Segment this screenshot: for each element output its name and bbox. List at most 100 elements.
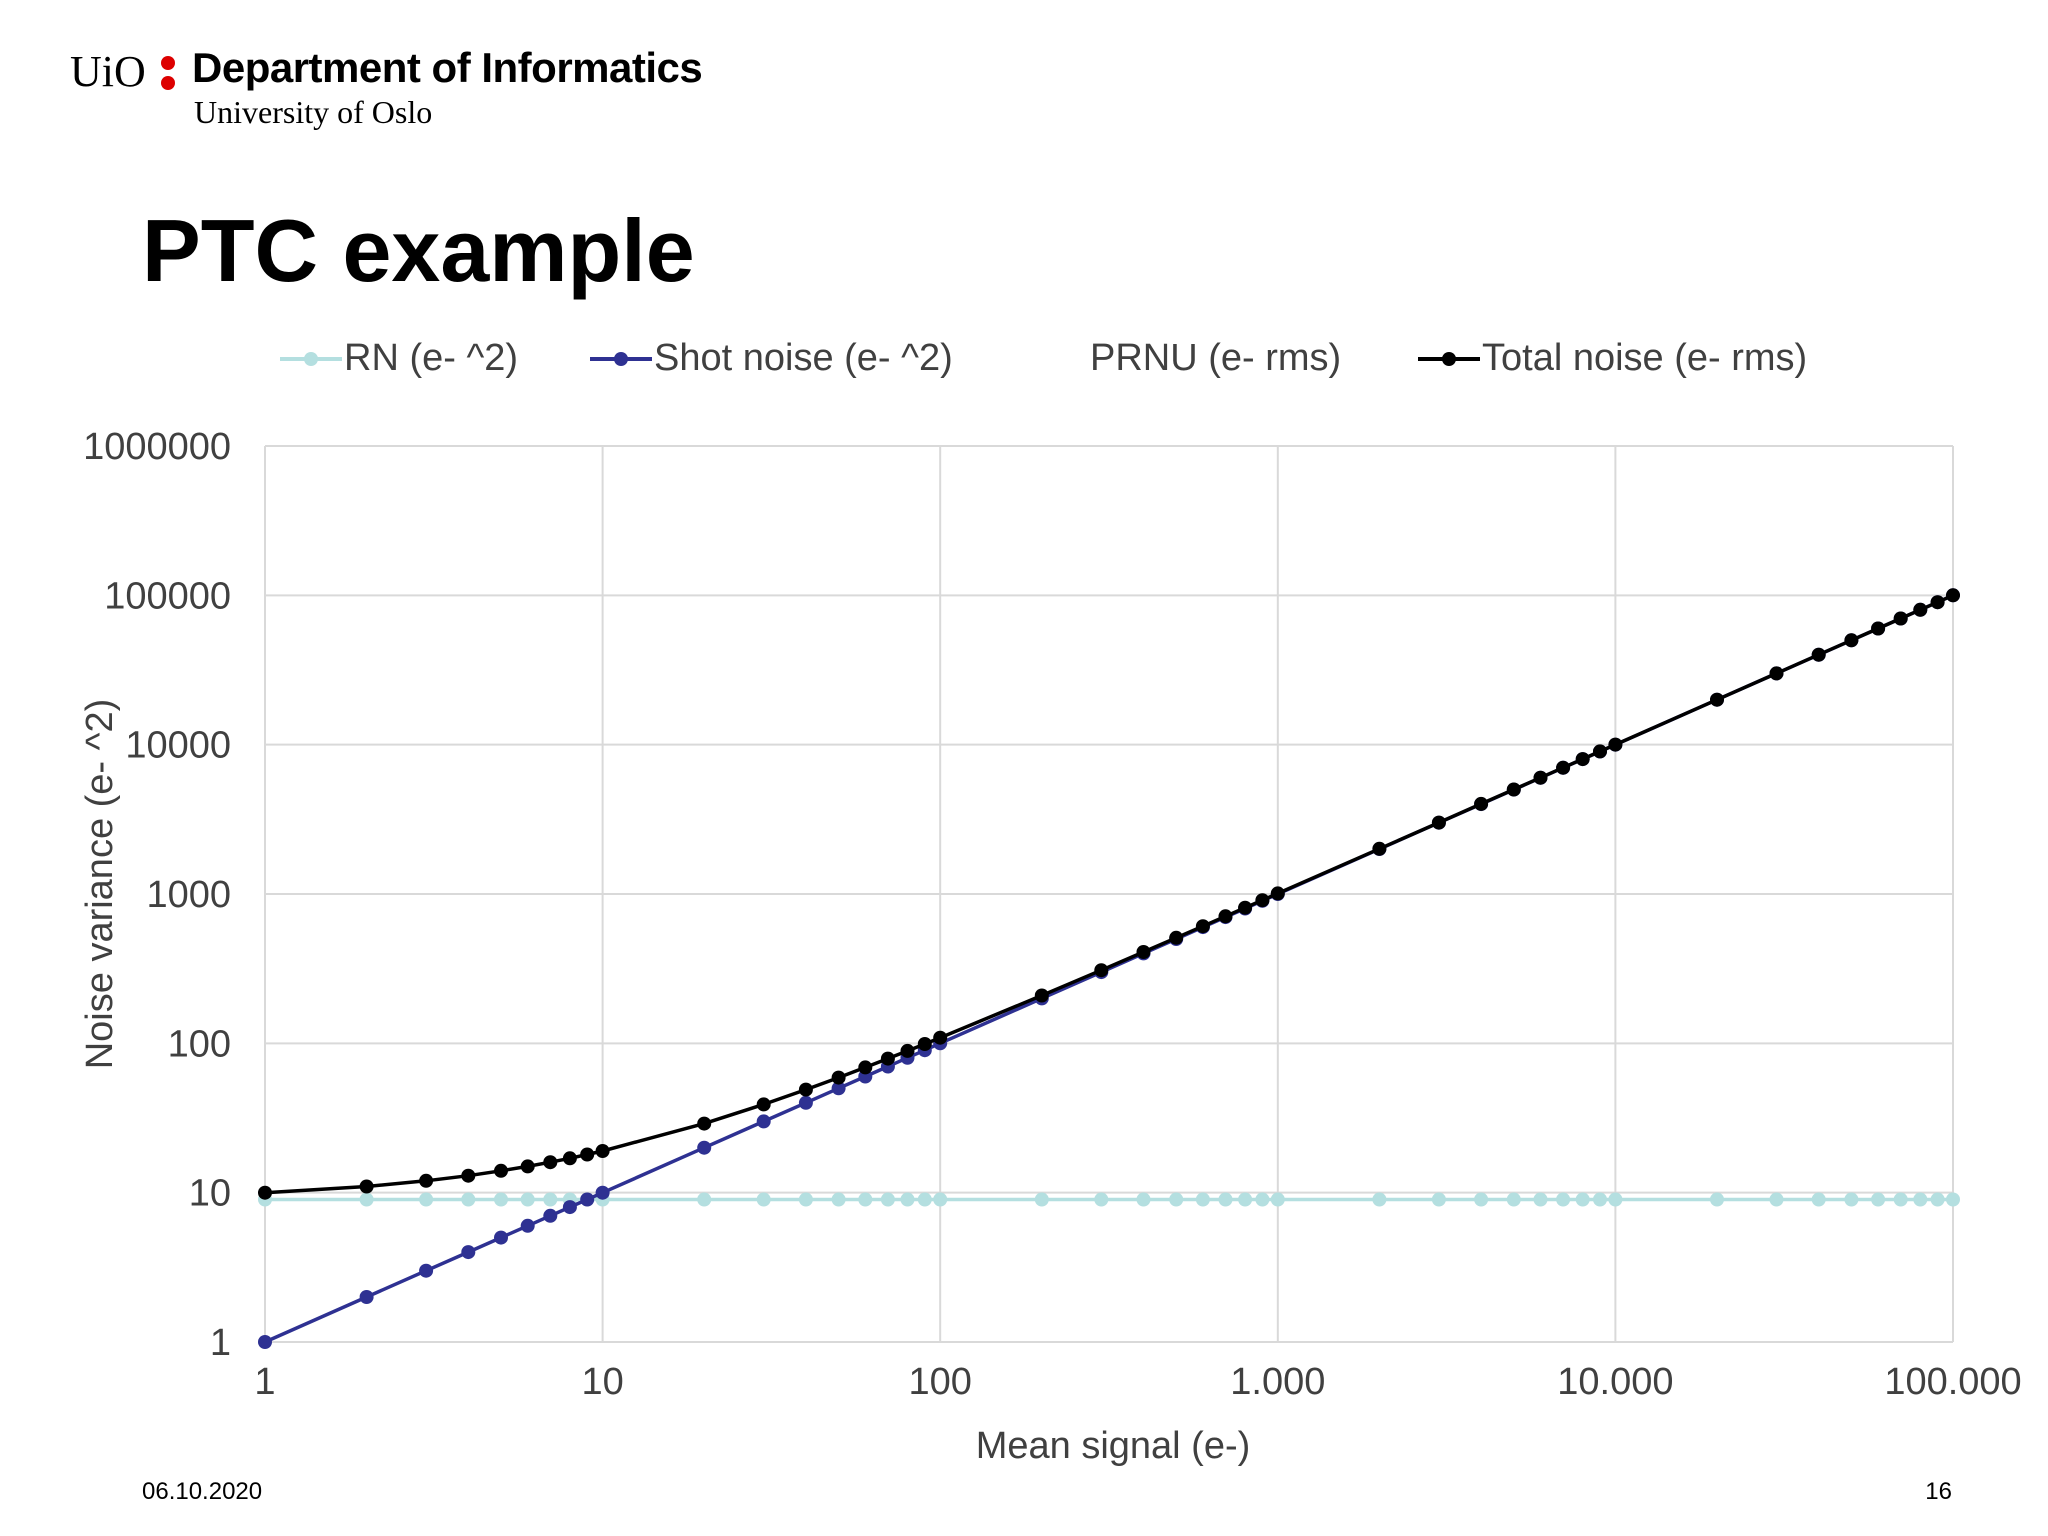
data-point xyxy=(1608,737,1623,752)
data-point xyxy=(1593,1192,1607,1207)
legend-item-prnu: PRNU (e- rms) xyxy=(1026,333,1341,383)
data-point xyxy=(461,1245,476,1260)
data-point xyxy=(1871,621,1886,636)
data-point xyxy=(1474,796,1489,811)
data-point xyxy=(1094,963,1109,978)
data-point xyxy=(831,1070,846,1085)
series-line xyxy=(264,593,1954,1195)
logo-dots-icon xyxy=(161,56,175,90)
legend-swatch-rn xyxy=(280,333,342,383)
data-point xyxy=(1769,1192,1784,1207)
data-point xyxy=(359,1179,374,1194)
y-tick-label: 100 xyxy=(168,1023,231,1065)
data-point xyxy=(1893,1192,1908,1207)
data-point xyxy=(1270,886,1285,901)
data-point xyxy=(1431,815,1446,830)
data-point xyxy=(494,1192,508,1207)
data-point xyxy=(1575,1192,1590,1207)
data-point xyxy=(1844,633,1859,648)
data-point xyxy=(880,1051,895,1066)
data-point xyxy=(520,1218,535,1233)
legend-swatch-total-noise xyxy=(1418,333,1480,383)
y-axis-title: Noise variance (e- ^2) xyxy=(79,699,121,1070)
x-tick-label: 10 xyxy=(581,1361,623,1403)
data-point xyxy=(1533,1192,1548,1207)
data-point xyxy=(933,1030,948,1045)
data-point xyxy=(756,1192,771,1207)
data-point xyxy=(1255,893,1270,908)
data-point xyxy=(461,1192,476,1207)
legend-item-shot-noise: Shot noise (e- ^2) xyxy=(590,333,953,383)
data-point xyxy=(917,1192,932,1207)
y-tick-label: 10000 xyxy=(125,725,231,767)
slide-page-number: 16 xyxy=(1925,1478,1952,1505)
y-tick-label: 1000000 xyxy=(83,426,231,468)
data-point xyxy=(543,1155,558,1170)
data-point xyxy=(258,1185,272,1200)
data-point xyxy=(697,1116,712,1131)
data-point xyxy=(1474,1192,1489,1207)
slide-date: 06.10.2020 xyxy=(142,1478,263,1505)
data-point xyxy=(1034,988,1049,1003)
data-point xyxy=(858,1192,873,1207)
data-point xyxy=(419,1192,434,1207)
data-point xyxy=(1372,841,1387,856)
data-point xyxy=(1136,945,1151,959)
legend-label-shot-noise: Shot noise (e- ^2) xyxy=(654,336,953,379)
data-point xyxy=(1218,909,1233,924)
data-point xyxy=(831,1192,846,1207)
chart-legend: RN (e- ^2) Shot noise (e- ^2) PRNU (e- r… xyxy=(0,333,2048,383)
data-point xyxy=(1556,1192,1571,1207)
data-point xyxy=(1608,1192,1623,1207)
data-point xyxy=(1913,602,1928,617)
y-tick-label: 1 xyxy=(210,1322,231,1364)
data-point xyxy=(1372,1192,1387,1207)
data-point xyxy=(562,1200,577,1215)
data-point xyxy=(595,1185,610,1200)
data-point xyxy=(1893,611,1908,626)
data-point xyxy=(756,1097,771,1112)
data-point xyxy=(1136,1192,1151,1207)
legend-label-total-noise: Total noise (e- rms) xyxy=(1482,336,1808,379)
slide-title: PTC example xyxy=(142,201,695,300)
x-tick-label: 1.000 xyxy=(1230,1361,1325,1403)
legend-label-prnu: PRNU (e- rms) xyxy=(1090,336,1342,379)
data-point xyxy=(1946,588,1960,603)
data-point xyxy=(1710,1192,1724,1207)
data-point xyxy=(880,1192,895,1207)
data-point xyxy=(359,1290,374,1304)
data-point xyxy=(697,1192,712,1207)
data-point xyxy=(1255,1192,1270,1207)
data-point xyxy=(1575,752,1590,767)
data-point xyxy=(798,1192,813,1207)
data-point xyxy=(580,1147,595,1162)
data-point xyxy=(494,1163,508,1178)
data-point xyxy=(1844,1192,1859,1207)
data-point xyxy=(1094,1192,1109,1207)
data-point xyxy=(756,1114,771,1129)
data-point xyxy=(798,1095,813,1110)
legend-item-rn: RN (e- ^2) xyxy=(280,333,518,383)
y-tick-label: 100000 xyxy=(104,575,231,617)
data-point xyxy=(1930,1192,1945,1207)
data-point xyxy=(1871,1192,1886,1207)
data-point xyxy=(900,1192,915,1207)
data-point xyxy=(562,1151,577,1166)
x-axis-title: Mean signal (e-) xyxy=(976,1425,1251,1467)
data-point xyxy=(543,1208,558,1223)
data-point xyxy=(1218,1192,1233,1207)
data-point xyxy=(1238,1192,1253,1207)
data-point xyxy=(359,1192,374,1207)
university-name: University of Oslo xyxy=(194,94,433,130)
data-point xyxy=(520,1192,535,1207)
data-point xyxy=(697,1140,712,1155)
data-point xyxy=(258,1335,272,1349)
data-point xyxy=(1195,919,1210,934)
data-point xyxy=(933,1192,948,1207)
data-point xyxy=(1506,1192,1521,1207)
logo-uio-text: UiO xyxy=(70,47,146,96)
data-point xyxy=(831,1081,846,1096)
data-point xyxy=(1034,1192,1049,1207)
data-point xyxy=(1431,1192,1446,1207)
